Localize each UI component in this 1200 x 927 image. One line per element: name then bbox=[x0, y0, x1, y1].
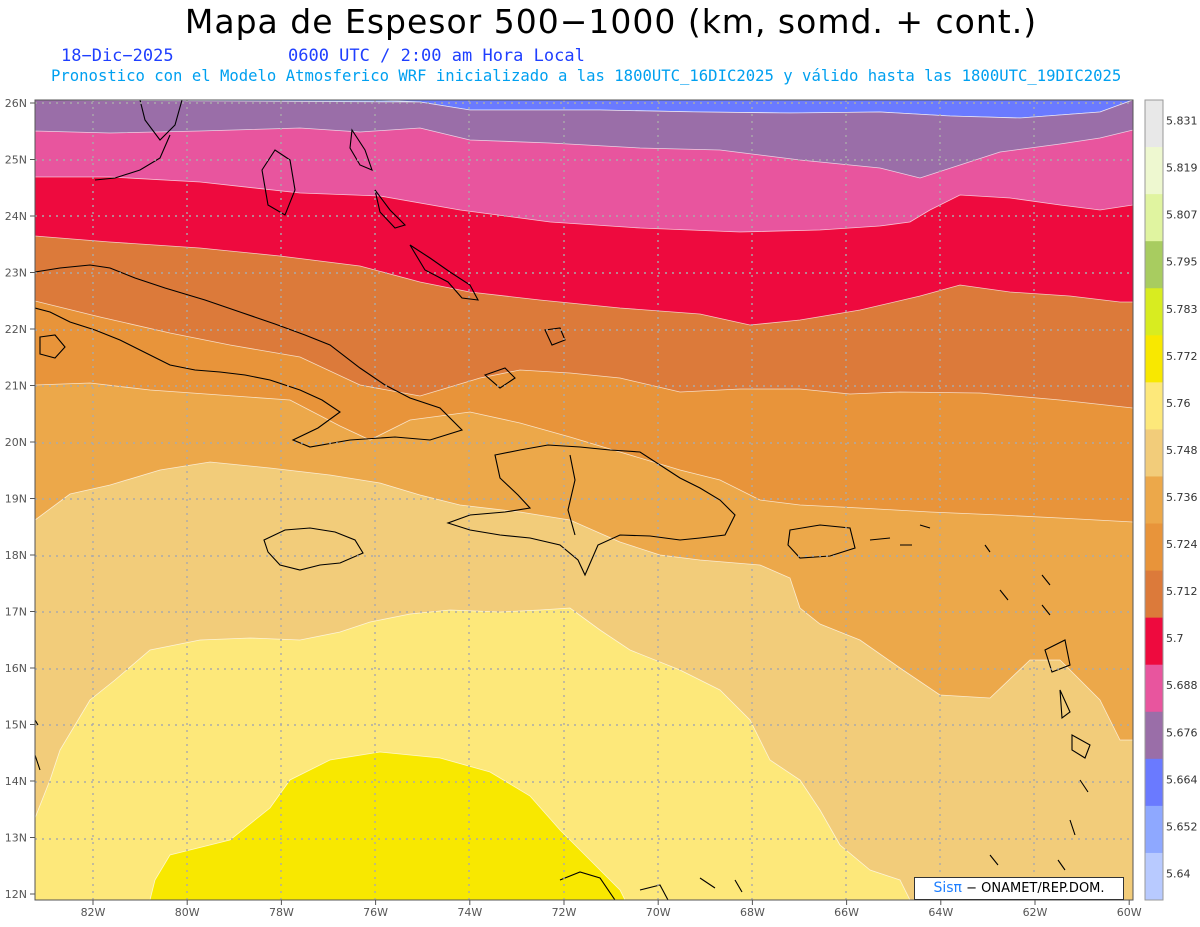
lat-label: 26N bbox=[5, 97, 27, 110]
lat-label: 13N bbox=[5, 832, 27, 845]
lon-label: 74W bbox=[457, 906, 482, 919]
lat-label: 19N bbox=[5, 493, 27, 506]
coast-bahamas-andros bbox=[261, 149, 296, 216]
colorbar-segment bbox=[1145, 711, 1163, 760]
colorbar-label: 5.7 bbox=[1166, 632, 1184, 645]
lon-label: 68W bbox=[740, 906, 765, 919]
colorbar-segment bbox=[1145, 241, 1163, 289]
colorbar-segment bbox=[1145, 805, 1163, 854]
colorbar-segment bbox=[1145, 147, 1163, 195]
colorbar-frame bbox=[1144, 99, 1164, 901]
lat-label: 16N bbox=[5, 662, 27, 675]
coast-virgin-islands bbox=[869, 524, 931, 546]
coastlines bbox=[35, 100, 1091, 900]
colorbar-label: 5.795 bbox=[1166, 256, 1198, 269]
credit-text: − ONAMET/REP.DOM. bbox=[966, 881, 1105, 896]
colorbar-label: 5.664 bbox=[1166, 773, 1198, 786]
colorbar-label: 5.736 bbox=[1166, 491, 1198, 504]
forecast-date: 18−Dic−2025 bbox=[61, 46, 174, 66]
colorbar-segment bbox=[1145, 758, 1163, 807]
lat-label: 14N bbox=[5, 775, 27, 788]
colorbar-segment bbox=[1145, 100, 1163, 148]
colorbar-label: 5.772 bbox=[1166, 350, 1198, 363]
colorbar-label: 5.676 bbox=[1166, 726, 1198, 739]
lat-label: 18N bbox=[5, 549, 27, 562]
credit-box: Sisπ − ONAMET/REP.DOM. bbox=[914, 877, 1124, 900]
lat-label: 24N bbox=[5, 210, 27, 223]
lat-label: 21N bbox=[5, 380, 27, 393]
lat-label: 23N bbox=[5, 267, 27, 280]
lat-label: 12N bbox=[5, 888, 27, 901]
coast-lesser-antilles bbox=[984, 544, 1091, 871]
coast-haiti-border bbox=[567, 454, 576, 536]
lon-label: 64W bbox=[928, 906, 953, 919]
coast-turks bbox=[544, 327, 566, 346]
coast-venezuela bbox=[559, 854, 999, 900]
valid-time: 0600 UTC / 2:00 am Hora Local bbox=[288, 46, 585, 66]
colorbar-label: 5.652 bbox=[1166, 820, 1198, 833]
colorbar-segment bbox=[1145, 523, 1163, 572]
lon-label: 82W bbox=[81, 906, 106, 919]
sispi-logo: Sisπ bbox=[933, 880, 962, 896]
lon-label: 76W bbox=[363, 906, 388, 919]
colorbar-label: 5.819 bbox=[1166, 162, 1198, 175]
colorbar-segment bbox=[1145, 429, 1163, 477]
longitude-axis: 82W 80W 78W 76W 74W 72W 70W 68W 66W 64W 62W 60W bbox=[81, 900, 1142, 919]
colorbar-segment bbox=[1145, 664, 1163, 713]
colorbar: 5.831 5.819 5.807 5.795 5.783 5.772 5.76 5.748 5… bbox=[1144, 99, 1198, 901]
lat-label: 15N bbox=[5, 719, 27, 732]
latitude-axis: 26N 25N 24N 23N 22N 21N 20N 19N 18N 17N 16N 15N 14N 1… bbox=[5, 97, 35, 901]
colorbar-label: 5.76 bbox=[1166, 397, 1191, 410]
lat-label: 20N bbox=[5, 436, 27, 449]
colorbar-segment bbox=[1145, 476, 1163, 525]
lat-label: 22N bbox=[5, 323, 27, 336]
lon-label: 80W bbox=[175, 906, 200, 919]
coast-florida bbox=[139, 100, 183, 141]
colorbar-segment bbox=[1145, 617, 1163, 666]
coast-bahamas-chain bbox=[409, 244, 479, 301]
colorbar-segment bbox=[1145, 194, 1163, 242]
colorbar-label: 5.712 bbox=[1166, 585, 1198, 598]
coast-bahamas-eleuthera bbox=[374, 189, 407, 229]
map-title: Mapa de Espesor 500−1000 (km, somd. + co… bbox=[184, 2, 1038, 41]
colorbar-label: 5.724 bbox=[1166, 538, 1198, 551]
graticule bbox=[35, 100, 1133, 900]
coast-inagua bbox=[483, 367, 516, 389]
lon-label: 78W bbox=[269, 906, 294, 919]
lon-label: 72W bbox=[552, 906, 577, 919]
model-info: Pronostico con el Modelo Atmosferico WRF… bbox=[51, 67, 1122, 85]
plot-frame bbox=[34, 99, 1134, 901]
coast-cuba bbox=[35, 264, 464, 448]
coast-bahamas-abaco bbox=[349, 128, 373, 171]
coast-florida-keys bbox=[94, 134, 171, 181]
coast-jamaica bbox=[263, 527, 364, 571]
colorbar-segment bbox=[1145, 335, 1163, 383]
lon-label: 60W bbox=[1117, 906, 1142, 919]
coast-hispaniola bbox=[446, 444, 736, 577]
colorbar-label: 5.807 bbox=[1166, 209, 1198, 222]
colorbar-segment bbox=[1145, 288, 1163, 336]
lon-label: 62W bbox=[1023, 906, 1048, 919]
colorbar-label: 5.831 bbox=[1166, 115, 1198, 128]
coast-puerto-rico bbox=[787, 524, 856, 559]
colorbar-label: 5.688 bbox=[1166, 679, 1198, 692]
lon-label: 70W bbox=[646, 906, 671, 919]
band-5.772 bbox=[149, 751, 626, 900]
contour-fill bbox=[35, 100, 1133, 900]
colorbar-segment bbox=[1145, 382, 1163, 430]
colorbar-segment bbox=[1145, 570, 1163, 619]
lon-label: 66W bbox=[834, 906, 859, 919]
colorbar-segment bbox=[1145, 852, 1163, 901]
colorbar-label: 5.748 bbox=[1166, 444, 1198, 457]
colorbar-label: 5.783 bbox=[1166, 303, 1198, 316]
lat-label: 17N bbox=[5, 606, 27, 619]
colorbar-label: 5.64 bbox=[1166, 867, 1191, 880]
lat-label: 25N bbox=[5, 154, 27, 167]
coast-isla-juventud bbox=[39, 334, 66, 359]
